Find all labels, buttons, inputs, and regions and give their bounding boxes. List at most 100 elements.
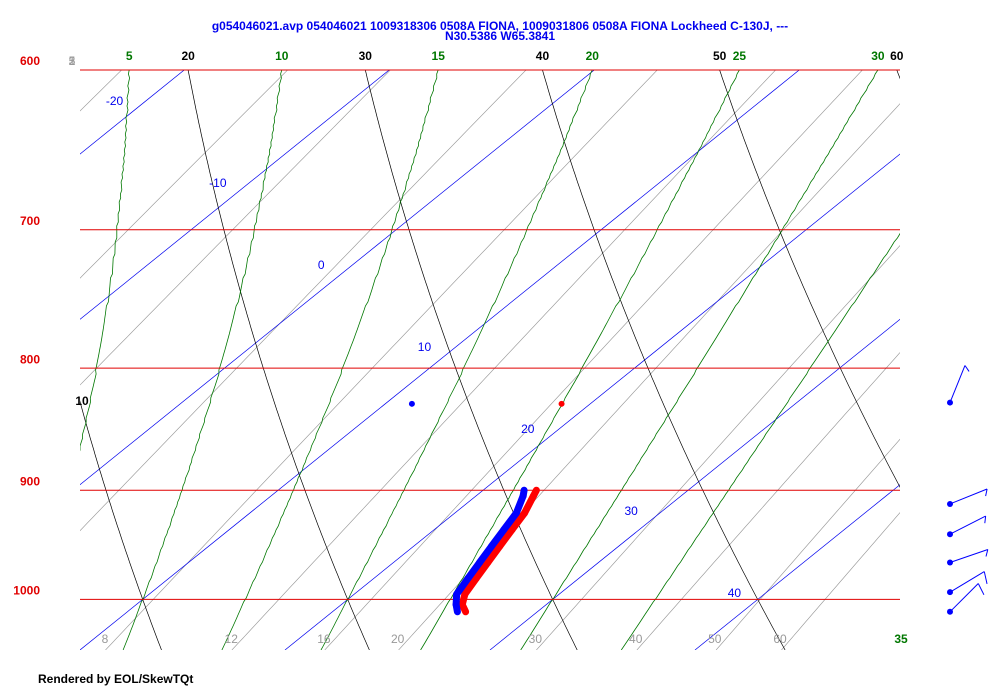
mixing-ratio-line <box>80 70 122 112</box>
moist-adiabat-label: 20 <box>586 49 600 63</box>
moist-adiabat-label: 15 <box>432 49 446 63</box>
isotherm-label: -10 <box>209 176 227 190</box>
mixing-ratio-label: 8 <box>102 632 109 646</box>
pressure-label: 600 <box>20 54 40 68</box>
wind-point <box>947 608 953 615</box>
mixing-ratio-line <box>536 245 900 650</box>
wind-point <box>947 589 953 596</box>
wind-shaft <box>949 571 985 593</box>
dewpoint-point <box>513 510 520 517</box>
dewpoint-point <box>476 559 483 566</box>
dry-adiabat-label: 10 <box>75 394 89 408</box>
dry-adiabat <box>187 70 370 650</box>
temperature-point <box>558 400 565 407</box>
mixing-ratio-line <box>80 70 391 386</box>
mixing-ratio-line <box>636 352 900 650</box>
isotherm <box>489 318 900 650</box>
isotherm <box>80 70 800 650</box>
dewpoint-point <box>500 526 507 533</box>
moist-adiabat <box>420 70 740 650</box>
wind-barb <box>983 571 988 585</box>
isotherm <box>80 70 595 486</box>
isotherm-label: 20 <box>521 422 535 436</box>
moist-adiabat <box>122 70 283 650</box>
isotherm-label: -20 <box>106 94 124 108</box>
wind-barb <box>985 488 988 497</box>
temperature-point <box>496 543 503 550</box>
mixing-ratio-label: 30 <box>529 632 543 646</box>
mixing-ratio-label: 2 <box>69 54 76 68</box>
mixing-ratio-label: 3 <box>69 54 76 68</box>
moist-adiabat <box>221 70 439 650</box>
mixing-ratio-line <box>105 70 658 650</box>
wind-barb <box>984 515 987 524</box>
temperature-point <box>521 510 528 517</box>
pressure-label: 700 <box>20 214 40 228</box>
temperature-point <box>462 608 469 615</box>
mixing-ratio-line <box>781 512 900 650</box>
mixing-ratio-label: 50 <box>708 632 722 646</box>
wind-point <box>947 399 953 406</box>
dewpoint-point <box>453 601 460 608</box>
isotherm <box>80 70 390 320</box>
dry-adiabat-label: 20 <box>181 49 195 63</box>
dry-adiabat-label: 40 <box>536 49 550 63</box>
mixing-ratio-line <box>80 70 288 279</box>
wind-shaft <box>949 515 986 535</box>
pressure-label: 900 <box>20 474 40 488</box>
mixing-ratio-line <box>715 438 900 650</box>
temperature-point <box>459 601 466 608</box>
wind-barb <box>964 365 970 372</box>
temperature-point <box>473 575 480 582</box>
dewpoint-point <box>454 608 461 615</box>
moist-adiabat-label: 30 <box>871 49 885 63</box>
dry-adiabat-label: 50 <box>713 49 727 63</box>
mixing-ratio-label: 20 <box>391 632 405 646</box>
isotherm <box>284 153 900 650</box>
moist-adiabat <box>620 232 900 650</box>
temperature-point <box>530 492 537 499</box>
wind-point <box>947 559 953 566</box>
isotherm-label: 40 <box>728 586 742 600</box>
mixing-ratio-line <box>80 70 527 532</box>
dewpoint-point <box>408 400 415 407</box>
dry-adiabat <box>364 70 578 650</box>
dry-adiabat <box>542 70 786 650</box>
isotherm-label: 0 <box>318 258 325 272</box>
mixing-ratio-label: 5 <box>69 54 76 68</box>
pressure-label: 800 <box>20 352 40 366</box>
dewpoint-point <box>521 487 528 494</box>
moist-adiabat <box>320 70 593 650</box>
moist-adiabat-label: 5 <box>126 49 133 63</box>
dewpoint-point <box>488 543 495 550</box>
plot-lines <box>80 70 900 650</box>
isotherm <box>694 484 900 650</box>
dry-adiabat-label: 60 <box>890 49 904 63</box>
mixing-ratio-label: 40 <box>629 632 643 646</box>
mixing-ratio-label: 12 <box>225 632 239 646</box>
temperature-point <box>461 591 468 598</box>
mixing-ratio-line <box>324 70 863 650</box>
moist-adiabat-label: 35 <box>894 632 908 646</box>
chart-title: g054046021.avp 054046021 1009318306 0508… <box>212 19 788 33</box>
moist-adiabat <box>80 70 131 452</box>
dewpoint-point <box>453 591 460 598</box>
mixing-ratio-label: 60 <box>773 632 787 646</box>
pressure-label: 1000 <box>13 584 40 598</box>
moist-adiabat-label: 10 <box>275 49 289 63</box>
isotherm-label: 10 <box>418 340 432 354</box>
wind-barb <box>985 549 989 557</box>
footer: Rendered by EOL/SkewTQt <box>38 672 193 686</box>
mixing-ratio-label: 1 <box>69 54 76 68</box>
wind-point <box>947 531 953 538</box>
dewpoint-point <box>464 575 471 582</box>
chart-subtitle: N30.5386 W65.3841 <box>445 29 555 43</box>
wind-shaft <box>949 583 979 613</box>
wind-point <box>947 500 953 507</box>
temperature-point <box>533 487 540 494</box>
temperature-point <box>484 559 491 566</box>
dry-adiabat <box>80 400 162 650</box>
temperature-point <box>508 526 515 533</box>
wind-shaft <box>949 365 966 403</box>
